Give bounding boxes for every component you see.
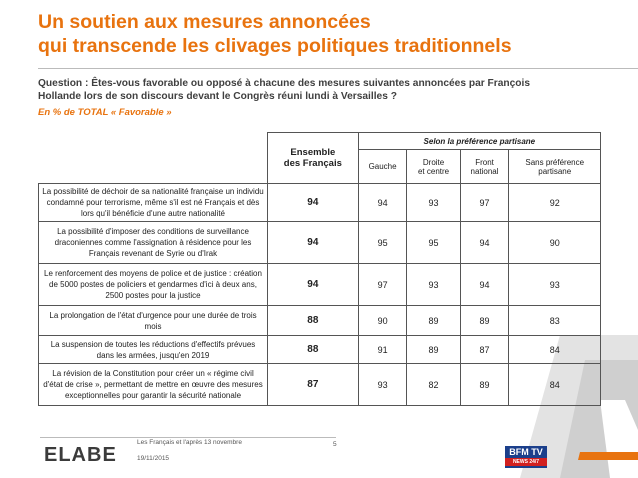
cell-value: 89 [459,363,510,406]
column-header: Gauche [357,149,408,184]
cell-value: 93 [406,263,461,306]
cell-value: 94 [267,263,359,306]
footer-rule [40,437,336,438]
column-header: Droite et centre [406,149,461,184]
cell-value: 87 [459,335,510,364]
header-line: et centre [417,166,450,176]
header-line: Droite [422,157,445,167]
row-label: La possibilité d'imposer des conditions … [38,221,268,264]
column-header: Ensemble des Français [267,132,359,184]
cell-value: 89 [459,305,510,336]
table-row: La suspension de toutes les réductions d… [38,335,601,364]
cell-value: 93 [357,363,408,406]
cell-value: 92 [508,183,601,222]
header-line: des Français [283,158,342,169]
row-label: La révision de la Constitution pour crée… [38,363,268,406]
rule [38,68,638,69]
study-name: Les Français et l'après 13 novembre [137,439,242,446]
partner-name: BFM TV [509,447,543,457]
header-line: Gauche [368,162,397,171]
row-label: La suspension de toutes les réductions d… [38,335,268,364]
header-line: Sans préférence [525,157,585,167]
table-row: Le renforcement des moyens de police et … [38,263,601,306]
cell-value: 90 [357,305,408,336]
partner-logo: BFM TV NEWS 24/7 [505,446,547,468]
cell-value: 94 [267,221,359,264]
cell-value: 82 [406,363,461,406]
table-row: La possibilité de déchoir de sa national… [38,183,601,222]
cell-value: 94 [459,221,510,264]
cell-value: 89 [406,305,461,336]
row-label: Le renforcement des moyens de police et … [38,263,268,306]
cell-value: 94 [267,183,359,222]
title-line: Un soutien aux mesures annoncées [38,11,371,33]
cell-value: 97 [357,263,408,306]
cell-value: 95 [406,221,461,264]
subtitle: En % de TOTAL « Favorable » [38,107,172,118]
cell-value: 95 [357,221,408,264]
question: Question : Êtes-vous favorable ou opposé… [38,77,530,103]
cell-value: 94 [357,183,408,222]
cell-value: 91 [357,335,408,364]
cell-value: 93 [508,263,601,306]
row-label: La possibilité de déchoir de sa national… [38,183,268,222]
question-line: Hollande lors de son discours devant le … [38,91,397,102]
table-row: La révision de la Constitution pour crée… [38,363,601,406]
title: Un soutien aux mesures annoncées qui tran… [38,10,512,58]
table-row: La prolongation de l'état d'urgence pour… [38,305,601,336]
question-line: Question : Êtes-vous favorable ou opposé… [38,78,530,89]
cell-value: 93 [406,183,461,222]
row-label: La prolongation de l'état d'urgence pour… [38,305,268,336]
cell-value: 94 [459,263,510,306]
date: 19/11/2015 [137,455,170,462]
page-number: 5 [333,441,337,448]
cell-value: 84 [508,363,601,406]
cell-value: 88 [267,335,359,364]
header-line: partisane [538,166,572,176]
cell-value: 90 [508,221,601,264]
cell-value: 87 [267,363,359,406]
cell-value: 97 [459,183,510,222]
cell-value: 88 [267,305,359,336]
header-line: Ensemble [290,147,336,158]
table-row: La possibilité d'imposer des conditions … [38,221,601,264]
corner [38,132,268,184]
title-line: qui transcende les clivages politiques t… [38,35,512,57]
cell-value: 84 [508,335,601,364]
partner-tagline: NEWS 24/7 [505,458,547,466]
cell-value: 83 [508,305,601,336]
logo: ELABE [44,444,117,466]
column-header: Sans préférence partisane [508,149,601,184]
column-header: Front national [459,149,510,184]
group-header: Selon la préférence partisane [357,132,602,150]
header-line: Front [475,157,494,167]
cell-value: 89 [406,335,461,364]
results-table: Ensemble des Français Selon la préférence … [38,132,602,406]
header-line: national [470,166,499,176]
